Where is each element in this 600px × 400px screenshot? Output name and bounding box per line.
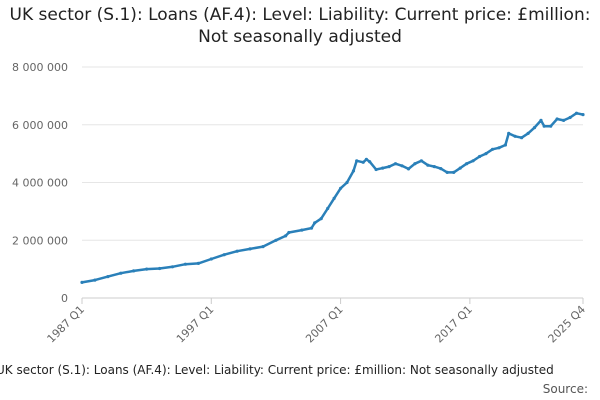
data-point — [478, 154, 482, 159]
data-point — [555, 117, 559, 121]
data-point — [332, 196, 336, 200]
data-point — [484, 152, 488, 156]
data-point — [355, 159, 359, 163]
data-point — [351, 169, 356, 173]
data-point — [274, 238, 278, 242]
chart-title: UK sector (S.1): Loans (AF.4): Level: Li… — [9, 5, 591, 47]
data-point — [145, 267, 149, 271]
data-point — [539, 118, 543, 122]
x-tick-label: 1997 Q1 — [174, 303, 217, 346]
data-point — [132, 269, 136, 273]
data-point — [183, 262, 187, 266]
data-point — [80, 280, 84, 284]
data-point — [381, 166, 385, 170]
data-point — [300, 228, 304, 232]
x-tick-label: 1987 Q1 — [45, 303, 88, 346]
data-point — [222, 253, 226, 257]
source-label: Source: — [542, 382, 588, 396]
y-tick-label: 8 000 000 — [12, 61, 68, 74]
data-point — [513, 134, 517, 138]
y-tick-label: 6 000 000 — [12, 119, 68, 132]
data-point — [568, 115, 572, 120]
data-point — [452, 170, 456, 174]
data-point — [520, 136, 524, 140]
data-point — [284, 234, 288, 238]
data-point — [400, 164, 404, 168]
y-tick-label: 4 000 000 — [12, 177, 68, 190]
data-point — [93, 278, 97, 282]
data-point — [235, 249, 239, 253]
data-point — [158, 266, 162, 271]
data-point — [339, 186, 343, 190]
data-point — [549, 124, 553, 128]
data-point — [562, 118, 566, 122]
data-point — [581, 113, 585, 117]
data-point — [532, 126, 537, 130]
data-point — [368, 160, 372, 164]
data-point — [419, 159, 423, 163]
data-point — [313, 221, 317, 225]
data-point — [406, 167, 411, 171]
data-point — [426, 163, 430, 167]
data-point — [503, 143, 507, 147]
data-point — [319, 217, 323, 221]
data-point — [170, 265, 175, 269]
data-point — [526, 131, 530, 135]
series-layer — [80, 111, 585, 284]
data-point — [364, 157, 368, 161]
x-tick-label: 2025 Q4 — [546, 303, 589, 346]
data-point — [374, 167, 378, 172]
data-point — [287, 230, 291, 235]
data-point — [465, 162, 469, 166]
data-point — [209, 257, 213, 261]
data-point — [497, 146, 501, 150]
data-point — [309, 226, 314, 230]
data-point — [393, 162, 398, 166]
y-tick-label: 0 — [61, 292, 68, 305]
grid-layer — [82, 66, 583, 241]
data-point — [345, 180, 349, 185]
data-point — [326, 206, 330, 211]
data-point — [106, 275, 110, 279]
data-point — [413, 162, 417, 166]
data-point — [471, 159, 475, 163]
data-point — [445, 170, 449, 174]
data-point — [361, 160, 365, 164]
data-point — [439, 167, 443, 171]
x-tick-label: 2017 Q1 — [432, 303, 475, 346]
data-point — [196, 261, 200, 265]
data-point — [119, 271, 123, 275]
axis-layer: 0 2 000 000 4 000 000 6 000 000 8 000 000 198… — [12, 61, 588, 345]
data-point — [458, 166, 462, 170]
data-point — [507, 131, 511, 135]
data-point — [261, 245, 265, 249]
data-point — [542, 124, 546, 128]
data-point — [574, 111, 579, 115]
data-point — [248, 247, 252, 251]
series-line — [80, 111, 585, 284]
data-point — [387, 165, 391, 169]
x-tick-label: 2007 Q1 — [303, 303, 346, 346]
legend-series-label: UK sector (S.1): Loans (AF.4): Level: Li… — [0, 363, 554, 377]
data-point — [432, 165, 436, 169]
data-point — [490, 147, 495, 151]
y-tick-label: 2 000 000 — [12, 234, 68, 247]
